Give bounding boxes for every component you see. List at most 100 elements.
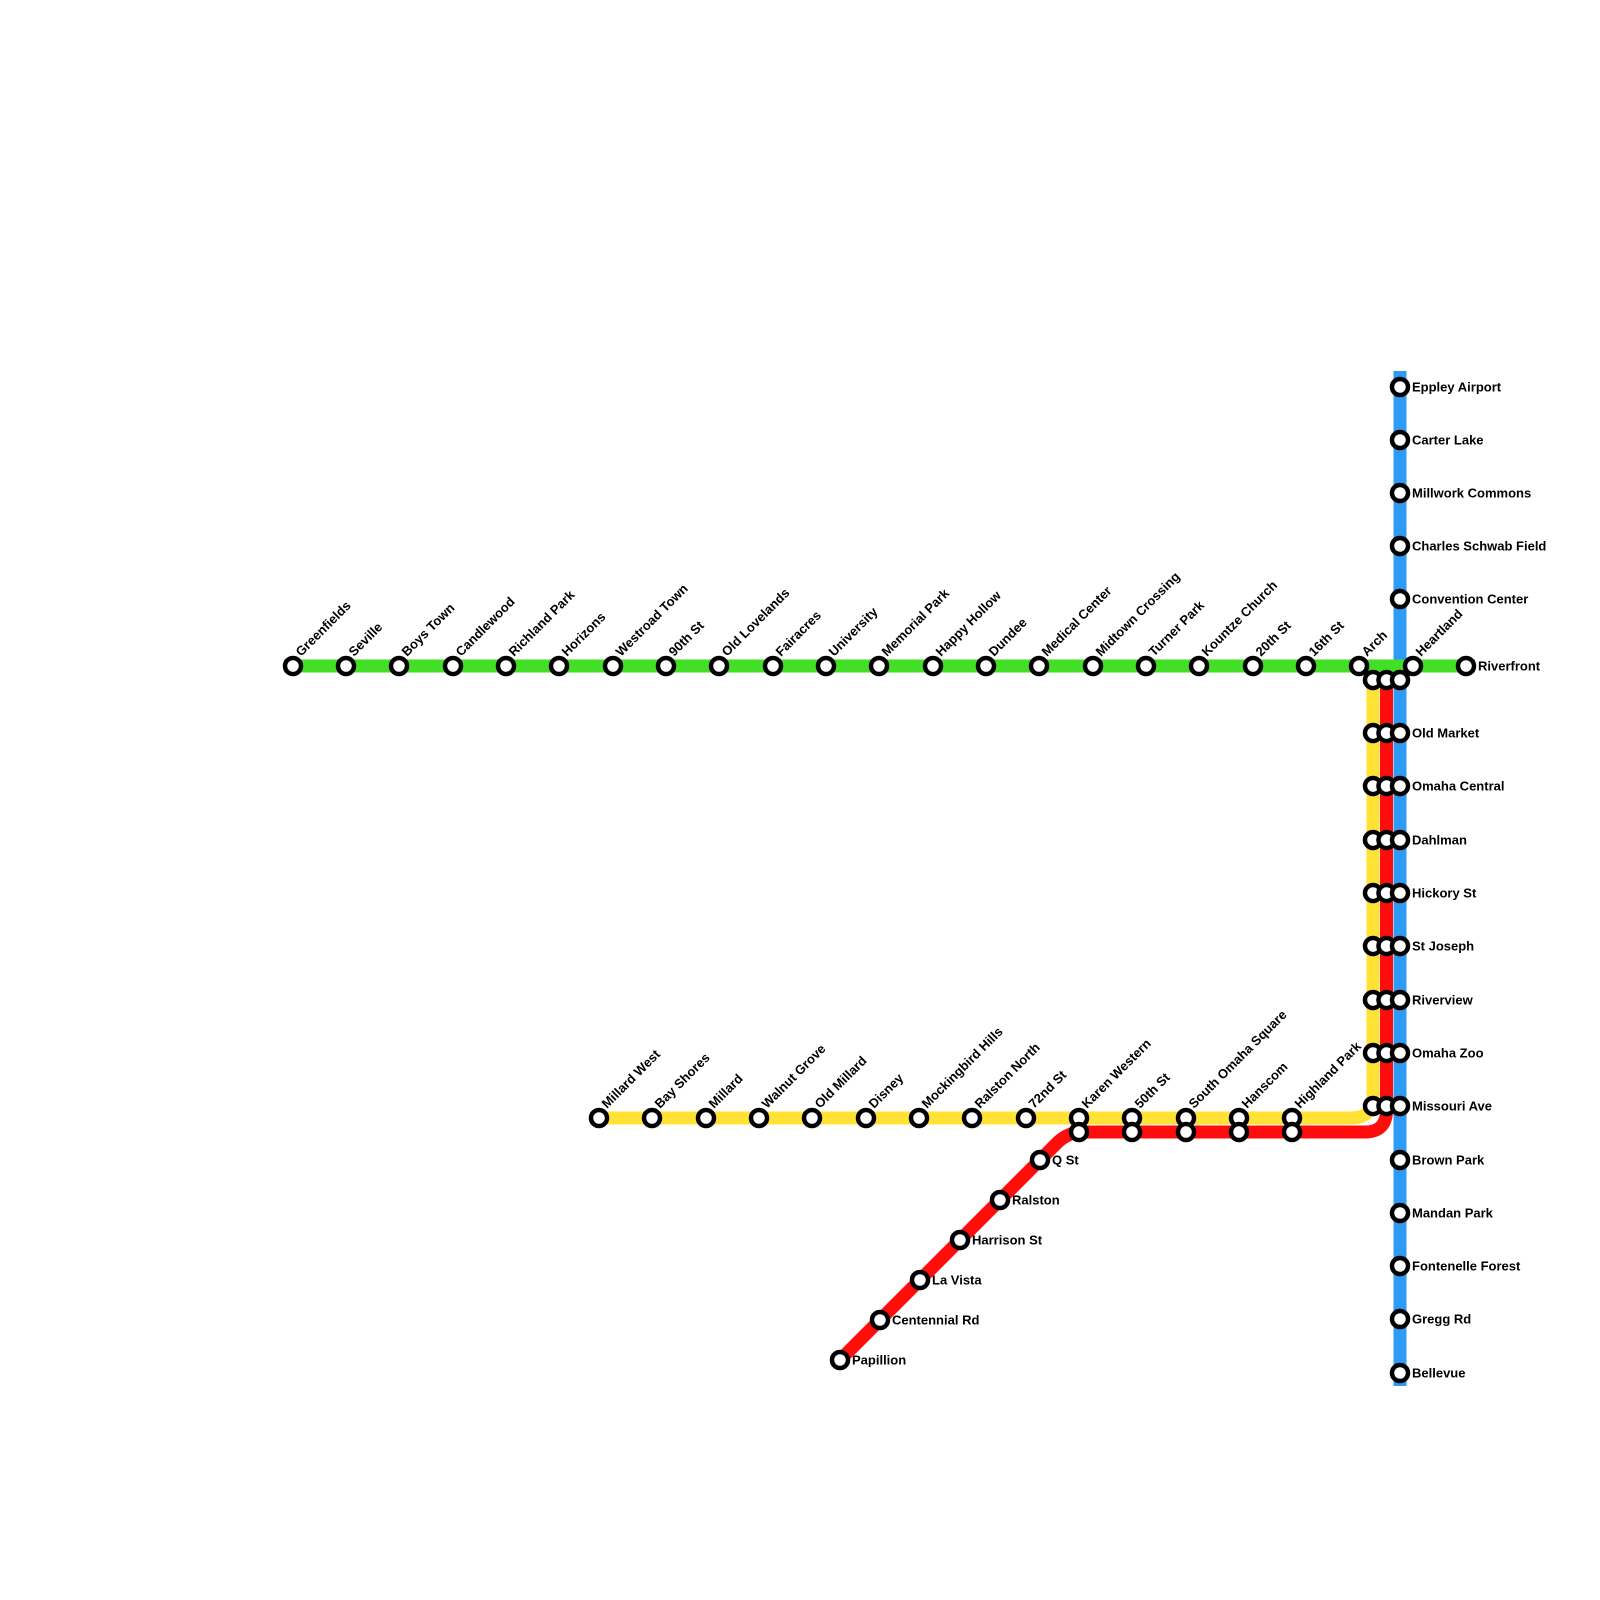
- station-label: Hickory St: [1412, 886, 1477, 901]
- station-label: Arch: [1359, 628, 1391, 660]
- station-label: Fontenelle Forest: [1412, 1259, 1521, 1274]
- station-marker: [1389, 482, 1411, 504]
- station-marker: [1228, 1121, 1250, 1143]
- station-marker: [1348, 655, 1370, 677]
- station-label: Missouri Ave: [1412, 1099, 1492, 1114]
- station-label: South Omaha Square: [1186, 1007, 1290, 1111]
- station-marker: [975, 655, 997, 677]
- station-label: Riverview: [1412, 993, 1474, 1008]
- station-label: Millwork Commons: [1412, 486, 1531, 501]
- station-marker: [695, 1107, 717, 1129]
- station-label: Fairacres: [773, 608, 824, 659]
- station-marker: [1389, 1255, 1411, 1277]
- station-label: 72nd St: [1026, 1067, 1070, 1111]
- station-label: Disney: [866, 1070, 907, 1111]
- station-label: University: [826, 604, 882, 660]
- station-marker: [1068, 1121, 1090, 1143]
- station-marker: [961, 1107, 983, 1129]
- station-label: St Joseph: [1412, 939, 1474, 954]
- station-marker: [748, 1107, 770, 1129]
- station-marker: [1389, 429, 1411, 451]
- station-marker: [548, 655, 570, 677]
- station-label: Carter Lake: [1412, 433, 1484, 448]
- station-marker: [1389, 829, 1411, 851]
- station-marker: [855, 1107, 877, 1129]
- station-label: 20th St: [1253, 617, 1295, 659]
- station-marker: [1242, 655, 1264, 677]
- station-marker: [869, 1309, 891, 1331]
- station-label: Riverfront: [1478, 659, 1541, 674]
- station-label: Dundee: [986, 615, 1030, 659]
- station-label: Seville: [346, 619, 386, 659]
- station-marker: [708, 655, 730, 677]
- station-marker: [1389, 722, 1411, 744]
- station-marker: [1389, 535, 1411, 557]
- station-marker: [1389, 989, 1411, 1011]
- station-marker: [641, 1107, 663, 1129]
- station-marker: [1389, 1149, 1411, 1171]
- station-marker: [829, 1349, 851, 1371]
- station-marker: [1402, 655, 1424, 677]
- station-label: Greenfields: [293, 598, 354, 659]
- station-label: Horizons: [559, 609, 609, 659]
- station-label: Bellevue: [1412, 1366, 1465, 1381]
- station-marker: [1389, 775, 1411, 797]
- station-label: Millard: [706, 1071, 746, 1111]
- station-marker: [1389, 588, 1411, 610]
- station-label: Convention Center: [1412, 592, 1528, 607]
- station-marker: [1281, 1121, 1303, 1143]
- station-marker: [922, 655, 944, 677]
- station-marker: [909, 1269, 931, 1291]
- station-marker: [1029, 1149, 1051, 1171]
- station-marker: [1015, 1107, 1037, 1129]
- station-label: Charles Schwab Field: [1412, 539, 1546, 554]
- station-marker: [762, 655, 784, 677]
- line-red: [831, 667, 1393, 1369]
- station-marker: [801, 1107, 823, 1129]
- station-marker: [1389, 882, 1411, 904]
- station-label: Old Market: [1412, 726, 1480, 741]
- station-marker: [1389, 669, 1411, 691]
- station-marker: [1389, 1202, 1411, 1224]
- station-label: 90th St: [666, 617, 708, 659]
- station-label: Omaha Central: [1412, 779, 1504, 794]
- station-marker: [1389, 1308, 1411, 1330]
- station-label: 50th St: [1132, 1069, 1174, 1111]
- station-label: 16th St: [1306, 617, 1348, 659]
- station-label: Dahlman: [1412, 833, 1467, 848]
- station-label: Eppley Airport: [1412, 380, 1502, 395]
- station-marker: [1188, 655, 1210, 677]
- station-marker: [335, 655, 357, 677]
- station-marker: [1389, 935, 1411, 957]
- station-label: Old Millard: [812, 1053, 870, 1111]
- station-label: Papillion: [852, 1353, 906, 1368]
- station-label: La Vista: [932, 1273, 982, 1288]
- station-marker: [1389, 1042, 1411, 1064]
- station-marker: [1082, 655, 1104, 677]
- station-marker: [282, 655, 304, 677]
- station-marker: [1389, 376, 1411, 398]
- station-label: Omaha Zoo: [1412, 1046, 1484, 1061]
- station-marker: [1121, 1121, 1143, 1143]
- station-label: Ralston: [1012, 1193, 1060, 1208]
- station-marker: [989, 1189, 1011, 1211]
- station-label: Harrison St: [972, 1233, 1043, 1248]
- station-marker: [495, 655, 517, 677]
- station-marker: [815, 655, 837, 677]
- station-label: Centennial Rd: [892, 1313, 979, 1328]
- station-marker: [1295, 655, 1317, 677]
- station-label: Mandan Park: [1412, 1206, 1494, 1221]
- station-marker: [602, 655, 624, 677]
- station-marker: [388, 655, 410, 677]
- station-marker: [949, 1229, 971, 1251]
- station-label: Heartland: [1413, 606, 1466, 659]
- station-marker: [908, 1107, 930, 1129]
- station-marker: [1135, 655, 1157, 677]
- station-marker: [588, 1107, 610, 1129]
- station-marker: [655, 655, 677, 677]
- station-marker: [1175, 1121, 1197, 1143]
- station-marker: [1028, 655, 1050, 677]
- station-label: Highland Park: [1292, 1038, 1365, 1111]
